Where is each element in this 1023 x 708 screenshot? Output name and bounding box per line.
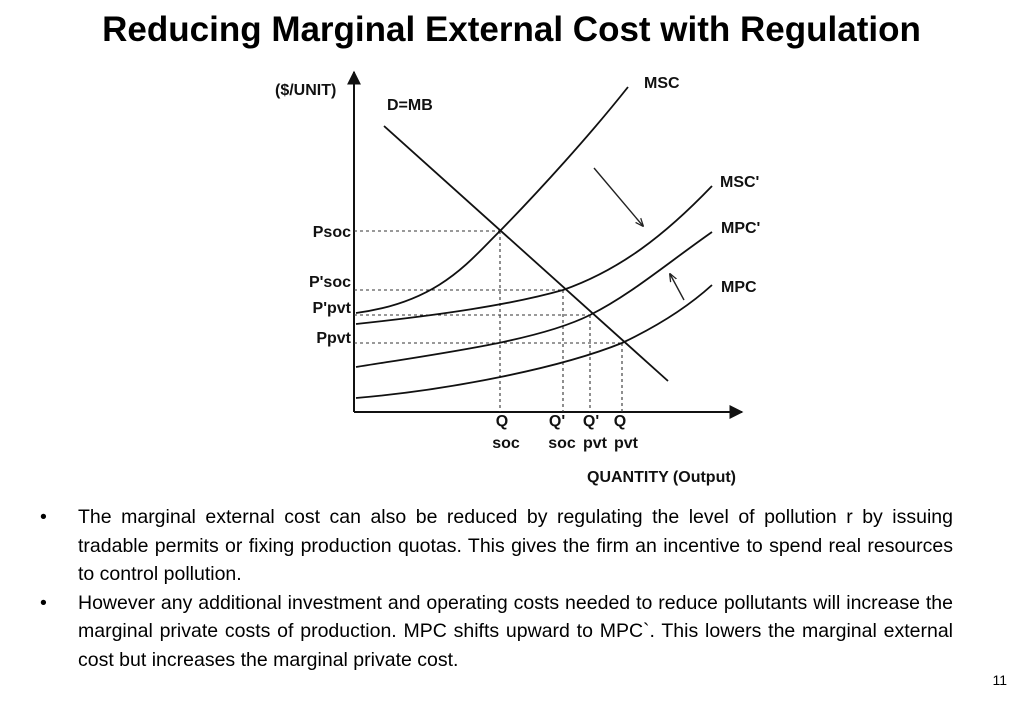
q-soc-top: Q <box>496 413 508 430</box>
up-left-arrow <box>670 274 685 301</box>
p-pvt-prime-label: P'pvt <box>313 300 352 317</box>
dashed-guides <box>354 230 623 412</box>
q-soc-prime-bottom: soc <box>548 435 576 452</box>
slide-number: 11 <box>992 672 1007 688</box>
bullet-symbol: • <box>40 591 47 614</box>
mpc-label: MPC <box>721 279 757 296</box>
x-axis-label: QUANTITY (Output) <box>587 469 736 486</box>
q-pvt-prime-top: Q' <box>583 413 599 430</box>
p-soc-label: Psoc <box>313 224 351 241</box>
q-pvt-top: Q <box>614 413 626 430</box>
bullet-item: • The marginal external cost can also be… <box>40 503 953 589</box>
mpc-curve <box>355 284 713 399</box>
mpc-prime-label: MPC' <box>721 220 760 237</box>
bullet-text: The marginal external cost can also be r… <box>78 506 953 585</box>
bullet-item: • However any additional investment and … <box>40 589 953 675</box>
q-soc-bottom: soc <box>492 435 520 452</box>
q-pvt-bottom: pvt <box>614 435 639 452</box>
y-axis-label: ($/UNIT) <box>275 82 336 99</box>
bullet-text: However any additional investment and op… <box>78 591 953 671</box>
msc-prime-curve <box>355 185 713 325</box>
msc-curve <box>355 86 629 314</box>
demand-curve <box>383 125 669 382</box>
bullet-list: • The marginal external cost can also be… <box>40 503 953 674</box>
p-soc-prime-label: P'soc <box>309 274 351 291</box>
demand-label: D=MB <box>387 97 433 114</box>
p-pvt-label: Ppvt <box>316 330 351 347</box>
q-pvt-prime-bottom: pvt <box>583 435 608 452</box>
slide-title: Reducing Marginal External Cost with Reg… <box>102 10 921 49</box>
bullet-symbol: • <box>40 506 47 528</box>
msc-label: MSC <box>644 75 680 92</box>
mpc-prime-curve <box>355 231 713 368</box>
q-soc-prime-top: Q' <box>549 413 565 430</box>
down-right-arrow <box>593 167 643 226</box>
msc-prime-label: MSC' <box>720 174 759 191</box>
